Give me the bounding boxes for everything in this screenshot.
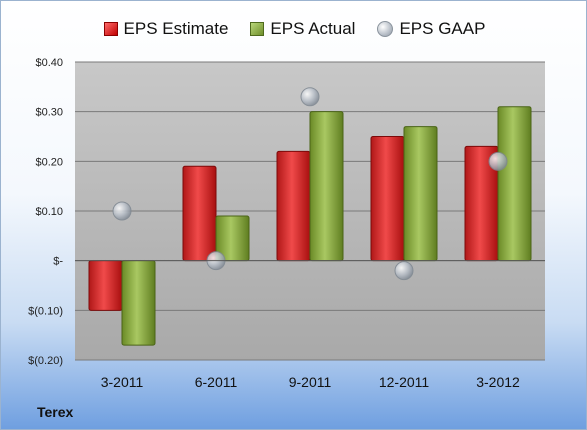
x-tick-label: 12-2011 — [379, 374, 430, 390]
y-tick-label: $0.30 — [35, 107, 63, 119]
estimate-swatch — [103, 22, 118, 36]
x-tick-label: 3-2012 — [476, 374, 520, 390]
actual-bar — [309, 111, 344, 262]
actual-bar — [497, 106, 532, 262]
legend-item-estimate: EPS Estimate — [103, 19, 229, 39]
x-tick-label: 9-2011 — [289, 374, 332, 390]
company-name: Terex — [37, 404, 74, 420]
legend-item-gaap: EPS GAAP — [377, 19, 485, 39]
x-tick-label: 6-2011 — [195, 374, 238, 390]
legend-label-actual: EPS Actual — [270, 19, 356, 38]
legend-item-actual: EPS Actual — [250, 19, 355, 39]
actual-swatch — [250, 22, 265, 36]
actual-bar — [403, 126, 438, 262]
x-tick-label: 3-2011 — [101, 374, 144, 390]
legend: EPS Estimate EPS Actual EPS GAAP — [1, 19, 586, 39]
y-tick-label: $- — [53, 256, 63, 268]
estimate-bar — [88, 260, 123, 311]
legend-label-estimate: EPS Estimate — [123, 19, 229, 38]
actual-bar — [121, 260, 156, 346]
y-tick-label: $(0.20) — [28, 355, 63, 367]
estimate-bar — [276, 150, 311, 262]
y-tick-label: $0.40 — [35, 57, 63, 69]
y-tick-label: $0.20 — [35, 156, 63, 168]
gaap-swatch — [377, 21, 394, 37]
y-tick-label: $(0.10) — [28, 305, 63, 317]
estimate-bar — [182, 165, 217, 262]
gaap-point — [488, 151, 508, 171]
y-tick-label: $0.10 — [35, 206, 63, 218]
gaap-point — [112, 201, 132, 221]
estimate-bar — [370, 136, 405, 262]
legend-label-gaap: EPS GAAP — [399, 19, 486, 38]
gaap-point — [394, 261, 414, 281]
gaap-point — [300, 87, 320, 107]
